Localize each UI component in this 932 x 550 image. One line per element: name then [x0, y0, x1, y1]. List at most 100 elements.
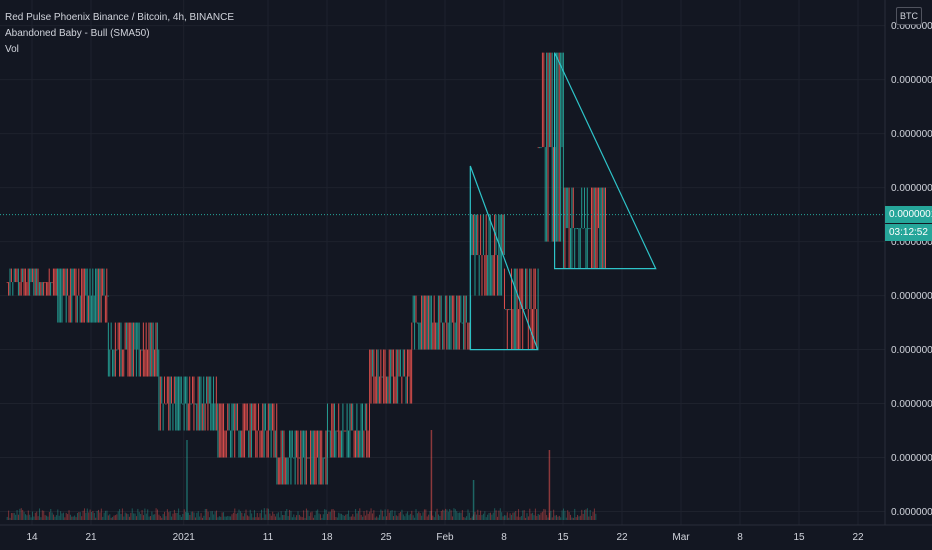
volume-bar [162, 514, 164, 520]
candle [575, 228, 577, 230]
candle [536, 309, 538, 350]
time-tick-label: 22 [616, 532, 628, 543]
candle [595, 187, 597, 269]
volume-bar [317, 509, 319, 520]
candle [176, 376, 178, 431]
volume-bar [196, 512, 198, 520]
indicator-label[interactable]: Abandoned Baby - Bull (SMA50) [5, 28, 150, 39]
volume-bar [76, 513, 78, 520]
candle [269, 403, 271, 431]
volume-bar [255, 517, 257, 520]
volume-bar [348, 510, 350, 520]
candle [305, 430, 307, 485]
volume-bar [39, 508, 41, 520]
volume-bar [12, 513, 14, 520]
candle [134, 322, 136, 350]
candle [558, 52, 560, 242]
candle [360, 403, 362, 458]
candle [220, 403, 222, 458]
candle [52, 268, 54, 296]
volume-bar [369, 511, 371, 520]
volume-bar [290, 510, 292, 520]
candle [185, 376, 187, 404]
volume-label[interactable]: Vol [5, 44, 19, 55]
volume-bar [218, 516, 220, 520]
volume-bar [353, 516, 355, 520]
candle [547, 52, 549, 242]
volume-bar [485, 517, 487, 520]
volume-bar [363, 511, 365, 520]
volume-bar [418, 511, 420, 520]
volume-bar [100, 508, 102, 520]
candle [201, 403, 203, 431]
volume-bar [88, 512, 90, 520]
volume-bar [106, 510, 108, 520]
candle [44, 282, 46, 284]
candle [145, 322, 147, 377]
candle [93, 295, 95, 323]
time-tick-label: 15 [557, 532, 569, 543]
candle [286, 457, 288, 485]
candle [418, 322, 420, 350]
currency-badge[interactable]: BTC [896, 7, 922, 25]
candle [484, 255, 486, 296]
volume-bar [9, 517, 11, 520]
volume-bar [258, 517, 260, 520]
volume-bar [269, 513, 271, 520]
candle [81, 268, 83, 323]
volume-bar [237, 512, 239, 520]
price-axis[interactable]: 0.00000006 0.00000008 0.00000010 0.00000012… [891, 21, 932, 518]
candle [419, 322, 421, 350]
candle [114, 322, 116, 377]
candle [24, 268, 26, 296]
chart-grid [0, 0, 885, 525]
candle [99, 268, 101, 323]
time-tick-label: 15 [793, 532, 805, 543]
volume-bar [534, 508, 536, 520]
candle [384, 349, 386, 404]
candle [380, 349, 382, 404]
candle [272, 403, 274, 431]
last-price-tag: 0.00000017 [885, 206, 932, 224]
volume-bar [498, 510, 500, 520]
candle [178, 376, 180, 431]
candle [363, 430, 365, 458]
triangle-drawings[interactable] [469, 52, 657, 351]
volume-bar [475, 514, 477, 520]
volume-bar [342, 514, 344, 520]
triangle-drawing[interactable] [553, 52, 657, 270]
volume-bar [107, 515, 109, 520]
candle [154, 349, 156, 377]
symbol-title[interactable]: Red Pulse Phoenix Binance / Bitcoin, 4h,… [5, 12, 235, 23]
candle [329, 430, 331, 458]
candle [116, 349, 118, 351]
candle [602, 187, 604, 269]
candle [394, 376, 396, 404]
candle [527, 309, 529, 350]
volume-bar [193, 512, 195, 520]
volume-bar [408, 515, 410, 520]
volume-bar [523, 510, 525, 520]
volume-bar [270, 515, 272, 520]
candle [190, 403, 192, 405]
candle [180, 376, 182, 404]
volume-bar [592, 512, 594, 520]
volume-bar [591, 515, 593, 520]
candle [485, 214, 487, 296]
triangle-drawing[interactable] [469, 165, 539, 351]
volume-bar [294, 517, 296, 520]
volume-bar [519, 517, 521, 520]
volume-bar [248, 516, 250, 520]
candle [262, 403, 264, 458]
volume-bar [78, 512, 80, 520]
candle [525, 268, 526, 310]
time-axis[interactable]: 14 21 2021 11 18 25 Feb 8 15 22 Mar 8 15 22 [26, 532, 864, 543]
volume-bar [571, 517, 573, 520]
candle [468, 322, 470, 350]
candle [548, 52, 550, 148]
candle [533, 268, 535, 350]
candle [321, 430, 323, 485]
candle [426, 295, 428, 350]
volume-bar [179, 514, 181, 520]
